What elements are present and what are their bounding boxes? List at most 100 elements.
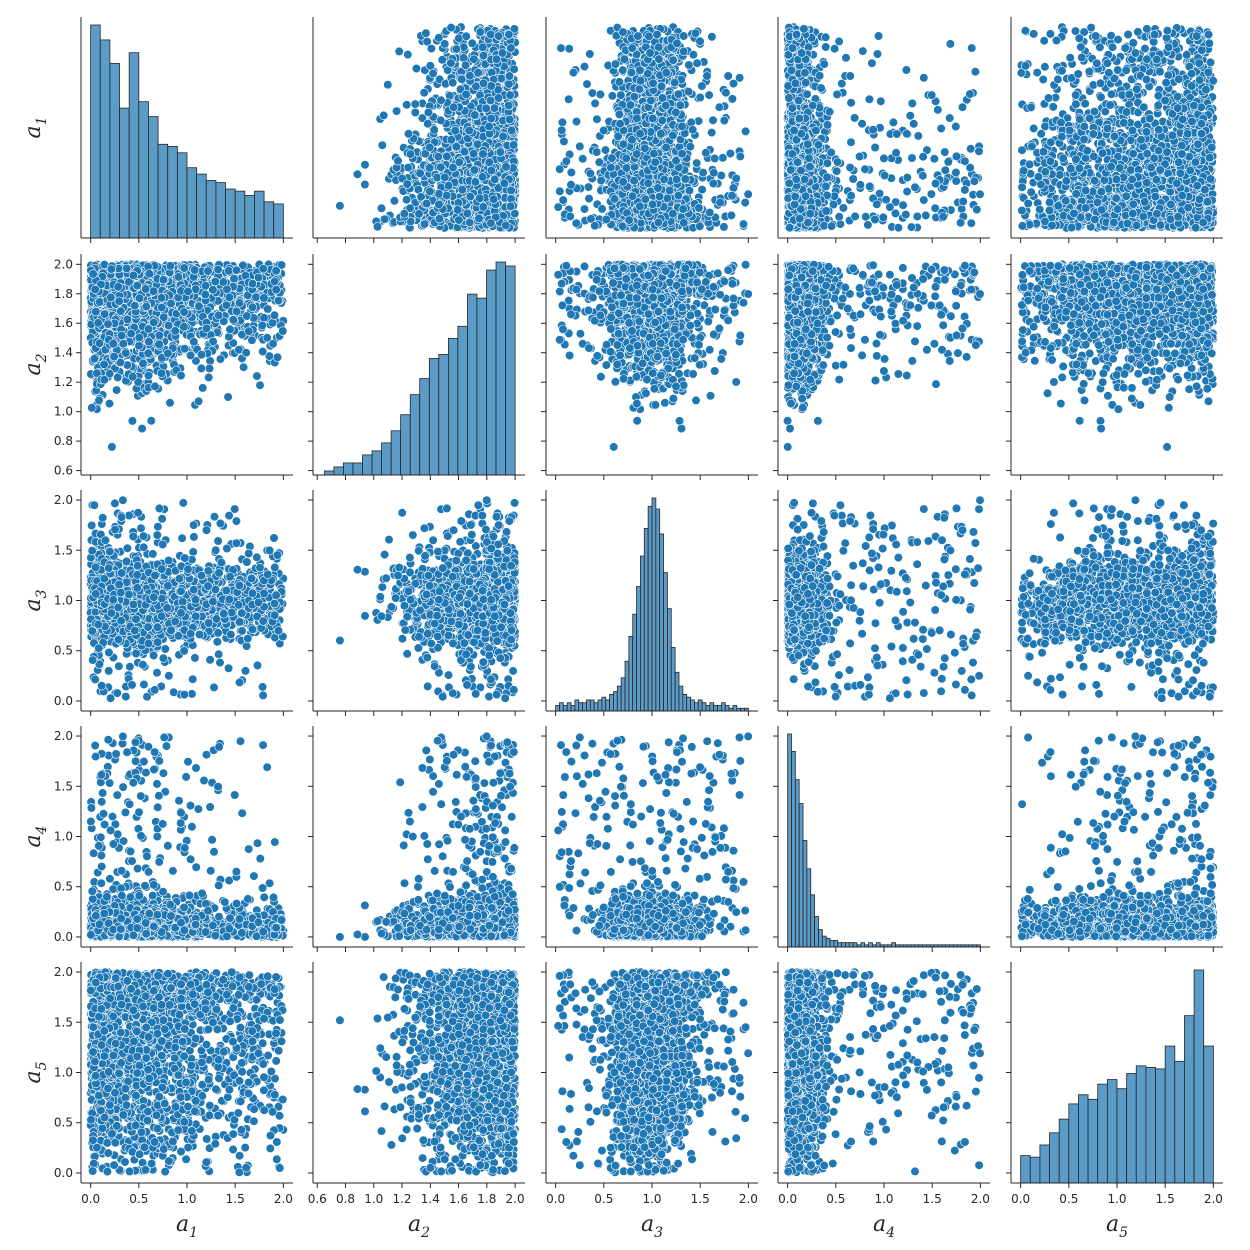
scatter-point bbox=[476, 28, 485, 37]
scatter-point bbox=[479, 43, 488, 52]
scatter-point bbox=[555, 165, 564, 174]
scatter-point bbox=[592, 148, 601, 157]
scatter-point bbox=[462, 32, 471, 41]
hist-bar-a1-16 bbox=[245, 195, 255, 238]
scatter-point bbox=[681, 175, 690, 184]
scatter-point bbox=[507, 44, 516, 53]
scatter-point bbox=[427, 44, 436, 53]
scatter-point bbox=[678, 122, 687, 131]
scatter-point bbox=[630, 176, 639, 185]
scatter-point bbox=[402, 101, 411, 110]
scatter-point bbox=[654, 184, 663, 193]
scatter-point bbox=[433, 173, 442, 182]
scatter-point bbox=[479, 150, 488, 159]
scatter-point bbox=[576, 142, 585, 151]
scatter-point bbox=[617, 91, 626, 100]
scatter-point bbox=[599, 126, 608, 135]
scatter-point bbox=[648, 200, 657, 209]
hist-bar-a1-17 bbox=[254, 191, 264, 238]
scatter-point bbox=[679, 205, 688, 214]
scatter-point bbox=[556, 187, 565, 196]
scatter-point bbox=[461, 61, 470, 70]
scatter-point bbox=[424, 108, 433, 117]
scatter-point bbox=[458, 75, 467, 84]
scatter-point bbox=[490, 104, 499, 113]
scatter-point bbox=[595, 158, 604, 167]
scatter-point bbox=[679, 32, 688, 41]
scatter-point bbox=[719, 154, 728, 163]
scatter-point bbox=[425, 143, 434, 152]
scatter-point bbox=[486, 30, 495, 39]
scatter-point bbox=[567, 181, 576, 190]
scatter-point bbox=[674, 191, 683, 200]
scatter-point bbox=[447, 59, 456, 68]
scatter-point bbox=[379, 111, 388, 120]
scatter-point bbox=[615, 110, 624, 119]
scatter-point bbox=[669, 209, 678, 218]
panel-a1-vs-a1 bbox=[81, 17, 293, 238]
scatter-point bbox=[485, 158, 494, 167]
scatter-point bbox=[636, 202, 645, 211]
scatter-point bbox=[404, 130, 413, 139]
scatter-point bbox=[494, 94, 503, 103]
scatter-point bbox=[438, 56, 447, 65]
hist-bar-a1-5 bbox=[139, 102, 149, 238]
scatter-point bbox=[479, 203, 488, 212]
scatter-point bbox=[672, 175, 681, 184]
scatter-point bbox=[479, 51, 488, 60]
scatter-point bbox=[597, 176, 606, 185]
scatter-point bbox=[406, 150, 415, 159]
scatter-point bbox=[437, 163, 446, 172]
scatter-point bbox=[610, 195, 619, 204]
scatter-point bbox=[584, 183, 593, 192]
scatter-point bbox=[688, 126, 697, 135]
scatter-point bbox=[509, 141, 518, 150]
scatter-point bbox=[437, 116, 446, 125]
scatter-point bbox=[494, 32, 503, 41]
scatter-point bbox=[727, 211, 736, 220]
scatter-point bbox=[435, 190, 444, 199]
scatter-point bbox=[732, 174, 741, 183]
scatter-point bbox=[426, 62, 435, 71]
scatter-point bbox=[479, 79, 488, 88]
scatter-point bbox=[437, 96, 446, 105]
scatter-point bbox=[593, 115, 602, 124]
scatter-point bbox=[709, 116, 718, 125]
scatter-point bbox=[588, 89, 597, 98]
scatter-point bbox=[485, 122, 494, 131]
scatter-point bbox=[626, 101, 635, 110]
scatter-point bbox=[565, 44, 574, 53]
scatter-point bbox=[715, 103, 724, 112]
scatter-point bbox=[558, 118, 567, 127]
scatter-point bbox=[449, 103, 458, 112]
scatter-point bbox=[662, 143, 671, 152]
scatter-point bbox=[505, 80, 514, 89]
scatter-point bbox=[934, 106, 943, 115]
hist-bar-a1-9 bbox=[177, 153, 187, 238]
scatter-point bbox=[380, 215, 389, 224]
scatter-point bbox=[420, 220, 429, 229]
scatter-point bbox=[696, 37, 705, 46]
scatter-point bbox=[720, 223, 729, 232]
scatter-point bbox=[499, 132, 508, 141]
scatter-point bbox=[710, 169, 719, 178]
scatter-point bbox=[465, 126, 474, 135]
hist-bar-a1-3 bbox=[120, 108, 130, 238]
scatter-point bbox=[724, 72, 733, 81]
scatter-point bbox=[487, 166, 496, 175]
scatter-point bbox=[636, 77, 645, 86]
scatter-point bbox=[696, 93, 705, 102]
scatter-point bbox=[622, 154, 631, 163]
scatter-point bbox=[708, 33, 717, 42]
scatter-point bbox=[482, 104, 491, 113]
scatter-point bbox=[598, 205, 607, 214]
hist-bar-a1-0 bbox=[91, 25, 101, 238]
scatter-point bbox=[384, 80, 393, 89]
scatter-point bbox=[716, 198, 725, 207]
scatter-point bbox=[415, 210, 424, 219]
panel-a1-vs-a4 bbox=[778, 17, 990, 238]
hist-bar-a1-11 bbox=[197, 174, 207, 238]
scatter-point bbox=[507, 126, 516, 135]
scatter-point bbox=[498, 49, 507, 58]
scatter-point bbox=[653, 30, 662, 39]
